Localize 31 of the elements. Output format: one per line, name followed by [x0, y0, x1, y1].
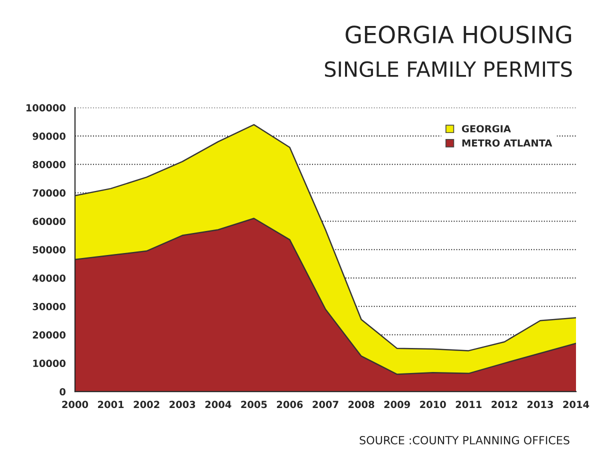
- y-tick-label: 10000: [33, 360, 66, 368]
- y-tick-label: 40000: [32, 274, 66, 282]
- y-tick-label: 70000: [32, 189, 66, 197]
- x-tick-label: 2002: [134, 400, 160, 408]
- x-tick-label: 2009: [384, 400, 410, 408]
- chart-subtitle: SINGLE FAMILY PERMITS: [324, 61, 572, 78]
- y-tick-label: 60000: [32, 218, 66, 226]
- x-tick-label: 2014: [563, 400, 590, 408]
- x-tick-label: 2007: [312, 400, 338, 408]
- x-tick-label: 2005: [241, 400, 267, 408]
- y-tick-label: 30000: [32, 302, 66, 310]
- y-tick-label: 80000: [32, 160, 66, 168]
- y-tick-label: 100000: [26, 104, 66, 112]
- x-tick-label: 2010: [420, 400, 446, 408]
- legend-label: GEORGIA: [462, 125, 511, 132]
- x-tick-label: 2004: [205, 400, 232, 408]
- source-note: SOURCE :COUNTY PLANNING OFFICES: [360, 436, 570, 444]
- y-tick-label: 90000: [32, 132, 66, 140]
- x-tick-label: 2001: [98, 400, 124, 408]
- legend-label: METRO ATLANTA: [462, 139, 552, 147]
- x-tick-label: 2003: [170, 400, 196, 408]
- x-tick-label: 2012: [492, 400, 518, 408]
- x-tick-label: 2011: [456, 400, 482, 408]
- y-tick-label: 50000: [32, 246, 66, 254]
- chart-title: GEORGIA HOUSING: [346, 26, 572, 44]
- x-tick-label: 2006: [276, 400, 303, 408]
- y-tick-label: 20000: [32, 331, 66, 339]
- x-tick-label: 2000: [62, 400, 88, 408]
- y-tick-label: 0: [60, 388, 66, 396]
- x-tick-label: 2008: [348, 400, 374, 408]
- x-tick-label: 2013: [527, 400, 553, 408]
